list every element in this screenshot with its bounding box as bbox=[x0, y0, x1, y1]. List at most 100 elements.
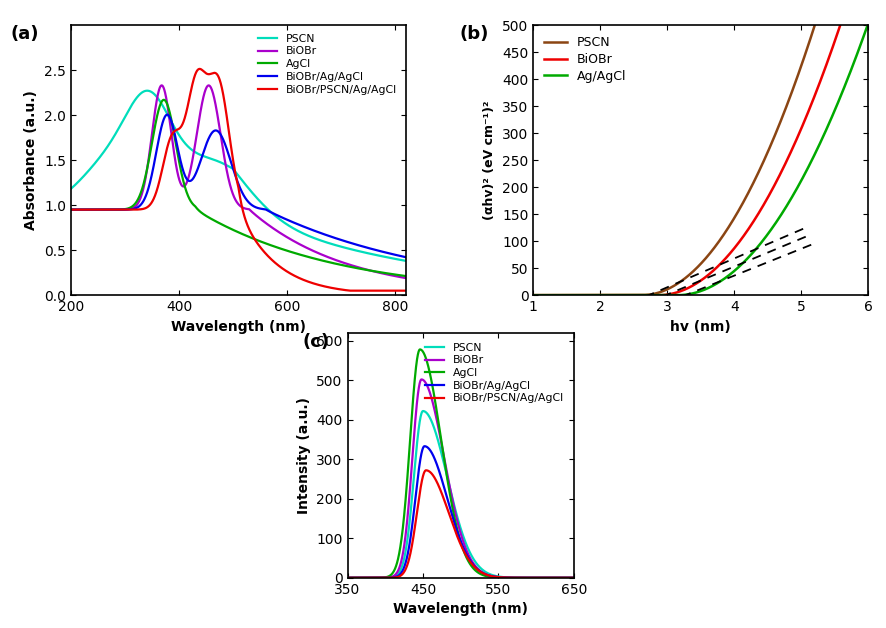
Y-axis label: (αhv)² (eV cm⁻¹)²: (αhv)² (eV cm⁻¹)² bbox=[484, 100, 496, 220]
AgCl bbox=[354, 574, 364, 582]
Text: (c): (c) bbox=[302, 333, 330, 351]
BiOBr/PSCN/Ag/AgCl bbox=[392, 287, 402, 295]
X-axis label: Wavelength (nm): Wavelength (nm) bbox=[393, 602, 528, 616]
AgCl bbox=[229, 227, 239, 234]
AgCl bbox=[569, 574, 579, 582]
PSCN bbox=[682, 273, 693, 280]
AgCl bbox=[415, 345, 425, 353]
AgCl bbox=[66, 206, 76, 214]
Line: PSCN: PSCN bbox=[71, 90, 406, 261]
BiOBr/PSCN/Ag/AgCl bbox=[194, 65, 205, 73]
PSCN bbox=[342, 574, 353, 582]
Ag/AgCl bbox=[691, 289, 702, 296]
AgCl bbox=[521, 574, 532, 582]
Ag/AgCl bbox=[863, 19, 874, 27]
AgCl bbox=[400, 273, 411, 280]
X-axis label: Wavelength (nm): Wavelength (nm) bbox=[171, 320, 306, 333]
AgCl bbox=[562, 574, 572, 582]
BiOBr bbox=[66, 206, 76, 214]
Line: PSCN: PSCN bbox=[347, 411, 574, 578]
BiOBr bbox=[416, 376, 427, 383]
BiOBr/PSCN/Ag/AgCl bbox=[569, 574, 579, 582]
Y-axis label: Absorbance (a.u.): Absorbance (a.u.) bbox=[25, 90, 38, 230]
Ag/AgCl bbox=[853, 47, 864, 55]
AgCl bbox=[562, 574, 572, 582]
Legend: PSCN, BiOBr, Ag/AgCl: PSCN, BiOBr, Ag/AgCl bbox=[540, 31, 632, 88]
AgCl bbox=[220, 222, 230, 230]
BiOBr bbox=[229, 193, 239, 200]
BiOBr bbox=[400, 274, 411, 282]
AgCl bbox=[159, 96, 169, 104]
AgCl bbox=[453, 528, 463, 535]
BiOBr bbox=[330, 256, 340, 264]
BiOBr/PSCN/Ag/AgCl bbox=[342, 574, 353, 582]
Ag/AgCl bbox=[853, 46, 864, 54]
BiOBr/Ag/AgCl bbox=[162, 111, 173, 119]
PSCN bbox=[354, 574, 364, 582]
PSCN bbox=[82, 168, 93, 175]
BiOBr bbox=[342, 574, 353, 582]
Ag/AgCl bbox=[528, 291, 539, 299]
BiOBr/Ag/AgCl bbox=[354, 574, 364, 582]
PSCN bbox=[400, 257, 411, 264]
BiOBr bbox=[562, 574, 572, 582]
X-axis label: hv (nm): hv (nm) bbox=[671, 320, 731, 333]
BiOBr bbox=[682, 284, 693, 292]
BiOBr/Ag/AgCl bbox=[569, 574, 579, 582]
BiOBr bbox=[521, 574, 532, 582]
Line: Ag/AgCl: Ag/AgCl bbox=[533, 23, 868, 295]
BiOBr bbox=[82, 206, 93, 214]
BiOBr bbox=[545, 291, 556, 299]
Line: PSCN: PSCN bbox=[533, 0, 868, 295]
PSCN bbox=[391, 256, 401, 263]
BiOBr/PSCN/Ag/AgCl bbox=[562, 574, 572, 582]
Line: BiOBr/Ag/AgCl: BiOBr/Ag/AgCl bbox=[71, 115, 406, 257]
BiOBr/PSCN/Ag/AgCl bbox=[421, 467, 431, 474]
BiOBr/Ag/AgCl bbox=[66, 206, 76, 214]
Line: BiOBr/PSCN/Ag/AgCl: BiOBr/PSCN/Ag/AgCl bbox=[347, 470, 574, 578]
BiOBr/Ag/AgCl bbox=[391, 251, 401, 259]
PSCN bbox=[569, 574, 579, 582]
PSCN bbox=[229, 166, 239, 174]
BiOBr/Ag/AgCl bbox=[453, 529, 463, 537]
BiOBr/Ag/AgCl bbox=[400, 254, 411, 261]
Ag/AgCl bbox=[682, 291, 693, 298]
PSCN bbox=[521, 574, 532, 582]
BiOBr/PSCN/Ag/AgCl bbox=[447, 517, 457, 525]
BiOBr bbox=[569, 574, 579, 582]
Ag/AgCl bbox=[792, 185, 803, 192]
Text: (b): (b) bbox=[460, 25, 489, 43]
BiOBr/PSCN/Ag/AgCl bbox=[391, 287, 401, 295]
BiOBr/Ag/AgCl bbox=[419, 443, 430, 450]
BiOBr/Ag/AgCl bbox=[82, 206, 93, 214]
BiOBr/PSCN/Ag/AgCl bbox=[220, 102, 230, 109]
BiOBr/PSCN/Ag/AgCl bbox=[562, 574, 572, 582]
PSCN bbox=[66, 185, 76, 193]
BiOBr/PSCN/Ag/AgCl bbox=[345, 287, 355, 295]
PSCN bbox=[562, 574, 572, 582]
AgCl bbox=[82, 206, 93, 214]
PSCN bbox=[391, 256, 401, 263]
PSCN bbox=[691, 265, 702, 273]
BiOBr/Ag/AgCl bbox=[447, 510, 457, 517]
PSCN bbox=[220, 161, 230, 168]
BiOBr/Ag/AgCl bbox=[391, 251, 401, 259]
BiOBr bbox=[528, 291, 539, 299]
Line: AgCl: AgCl bbox=[71, 100, 406, 276]
BiOBr/Ag/AgCl bbox=[562, 574, 572, 582]
Line: BiOBr/Ag/AgCl: BiOBr/Ag/AgCl bbox=[347, 447, 574, 578]
PSCN bbox=[792, 74, 803, 82]
BiOBr/PSCN/Ag/AgCl bbox=[82, 206, 93, 214]
BiOBr/PSCN/Ag/AgCl bbox=[400, 287, 411, 295]
Text: (a): (a) bbox=[11, 25, 39, 43]
BiOBr/PSCN/Ag/AgCl bbox=[453, 534, 463, 541]
BiOBr bbox=[391, 273, 401, 280]
BiOBr bbox=[562, 574, 572, 582]
BiOBr bbox=[157, 82, 167, 89]
PSCN bbox=[528, 291, 539, 299]
Y-axis label: Intensity (a.u.): Intensity (a.u.) bbox=[297, 397, 311, 514]
Line: BiOBr: BiOBr bbox=[533, 0, 868, 295]
AgCl bbox=[391, 271, 401, 278]
AgCl bbox=[391, 271, 401, 278]
Line: AgCl: AgCl bbox=[347, 349, 574, 578]
